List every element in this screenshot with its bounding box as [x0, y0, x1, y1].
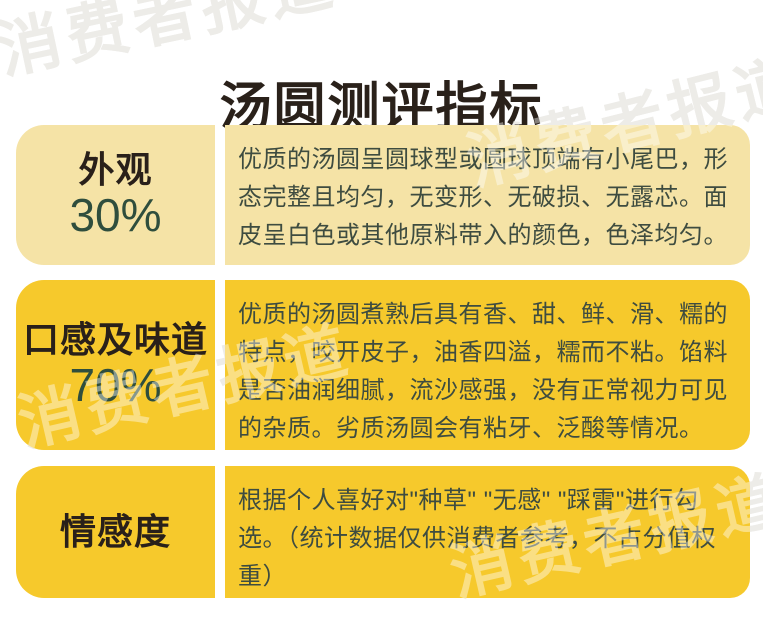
criteria-description: 优质的汤圆呈圆球型或圆球顶端有小尾巴，形态完整且均匀，无变形、无破损、无露芯。面… — [238, 146, 728, 249]
criteria-description-cell: 优质的汤圆呈圆球型或圆球顶端有小尾巴，形态完整且均匀，无变形、无破损、无露芯。面… — [225, 125, 750, 265]
criteria-name: 情感度 — [59, 511, 171, 553]
criteria-description-cell: 优质的汤圆煮熟后具有香、甜、鲜、滑、糯的特点，咬开皮子，油香四溢，糯而不粘。馅料… — [225, 280, 750, 450]
criteria-row-appearance: 外观 30% 优质的汤圆呈圆球型或圆球顶端有小尾巴，形态完整且均匀，无变形、无破… — [16, 125, 750, 265]
criteria-name: 外观 — [78, 149, 153, 190]
criteria-weight: 30% — [69, 189, 162, 242]
criteria-label-cell: 外观 30% — [16, 125, 215, 265]
criteria-label-cell: 情感度 — [16, 466, 215, 598]
criteria-label-cell: 口感及味道 70% — [16, 280, 215, 450]
criteria-description: 优质的汤圆煮熟后具有香、甜、鲜、滑、糯的特点，咬开皮子，油香四溢，糯而不粘。馅料… — [238, 301, 728, 442]
criteria-description-cell: 根据个人喜好对"种草" "无感" "踩雷"进行勾选。（统计数据仅供消费者参考，不… — [225, 466, 750, 598]
criteria-weight: 70% — [69, 359, 162, 412]
criteria-name: 口感及味道 — [22, 319, 208, 360]
criteria-description: 根据个人喜好对"种草" "无感" "踩雷"进行勾选。（统计数据仅供消费者参考，不… — [238, 487, 716, 590]
criteria-row-sentiment: 情感度 根据个人喜好对"种草" "无感" "踩雷"进行勾选。（统计数据仅供消费者… — [16, 466, 750, 598]
criteria-row-taste: 口感及味道 70% 优质的汤圆煮熟后具有香、甜、鲜、滑、糯的特点，咬开皮子，油香… — [16, 280, 750, 450]
